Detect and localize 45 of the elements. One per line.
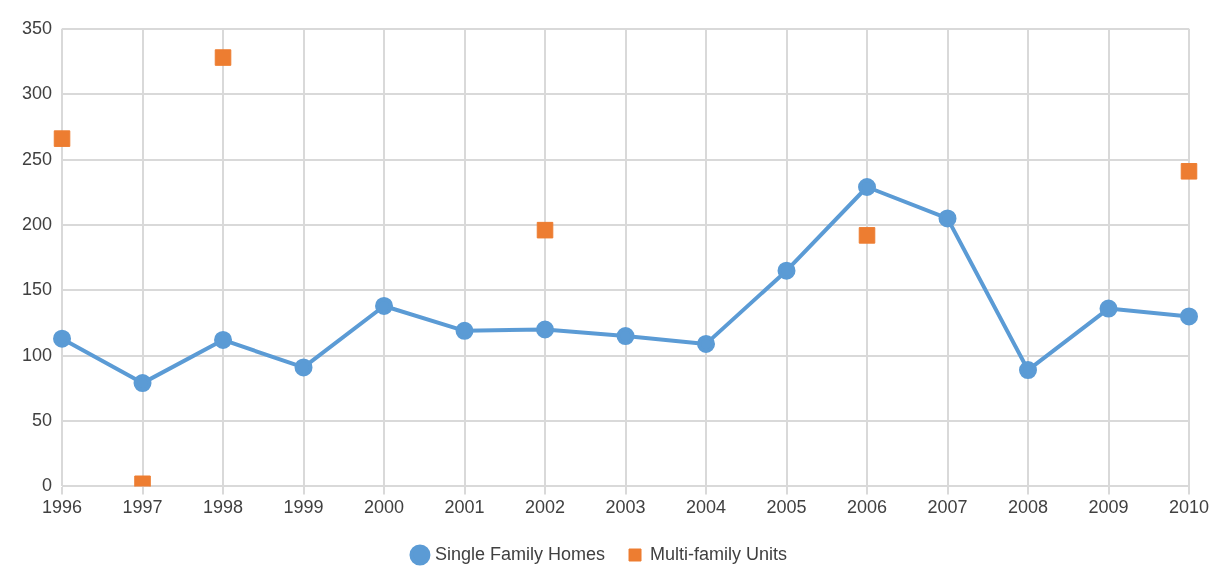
point <box>697 334 716 353</box>
x-tick-label: 2003 <box>605 497 646 518</box>
point <box>858 178 877 196</box>
point <box>777 261 796 280</box>
point <box>616 327 635 346</box>
y-tick-label: 300 <box>21 83 53 104</box>
y-tick-label: 50 <box>32 410 53 430</box>
x-tick-label: 2004 <box>685 497 727 518</box>
x-tick-label: 2001 <box>444 497 485 518</box>
legend-label: Multi-family Units <box>650 543 788 564</box>
x-tick-label: 2010 <box>1168 497 1210 518</box>
x-tick-label: 2005 <box>766 497 807 518</box>
x-tick-label: 2000 <box>364 497 405 518</box>
legend-label: Single Family Homes <box>434 543 606 564</box>
point <box>214 330 233 349</box>
point <box>214 49 232 66</box>
point <box>53 130 71 147</box>
y-tick-label: 150 <box>21 279 53 300</box>
y-tick-label: 350 <box>21 17 53 38</box>
point <box>1180 307 1198 326</box>
x-tick-label: 2009 <box>1088 497 1129 518</box>
y-tick-label: 250 <box>21 148 53 169</box>
x-tick-label: 1997 <box>122 497 163 518</box>
point <box>536 221 554 239</box>
y-tick-label: 0 <box>42 475 53 496</box>
x-tick-label: 1996 <box>42 497 83 518</box>
point <box>938 209 957 228</box>
point <box>1099 299 1118 318</box>
x-tick-label: 1999 <box>283 497 324 518</box>
x-tick-label: 2002 <box>524 497 566 518</box>
y-tick-label: 100 <box>21 344 53 365</box>
x-tick-label: 2008 <box>1007 497 1049 518</box>
point <box>53 329 72 348</box>
x-tick-label: 2007 <box>927 497 968 518</box>
point <box>294 358 313 377</box>
point <box>133 374 152 393</box>
x-tick-label: 1998 <box>203 497 244 518</box>
point <box>1180 163 1198 180</box>
point <box>536 320 555 339</box>
point <box>375 296 394 315</box>
x-tick-label: 2006 <box>846 497 888 518</box>
y-tick-label: 200 <box>21 213 53 234</box>
point <box>858 227 876 244</box>
point <box>455 321 474 340</box>
point <box>1019 361 1038 380</box>
